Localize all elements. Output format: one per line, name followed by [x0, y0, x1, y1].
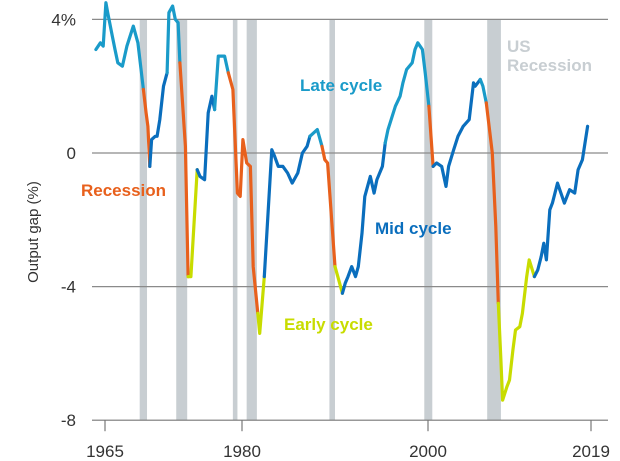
annotation-early-cycle: Early cycle [284, 315, 373, 334]
annotation-late-cycle: Late cycle [300, 76, 382, 95]
y-tick-label: -4 [61, 278, 76, 297]
series-segment-early-cycle [333, 265, 344, 295]
legend-us-recession-line2: Recession [507, 56, 592, 75]
series-segment-late-cycle [308, 128, 324, 148]
series-segment-recession [141, 87, 152, 168]
recession-band [176, 19, 188, 421]
x-tick-label: 2000 [409, 442, 447, 461]
y-tick-label: 0 [67, 144, 76, 163]
output-gap-series [94, 1, 590, 402]
recession-band [139, 19, 148, 421]
series-segment-late-cycle [165, 4, 182, 75]
series-segment-late-cycle [213, 54, 230, 112]
y-tick-label: 4% [51, 10, 76, 29]
y-axis-title: Output gap (%) [25, 181, 42, 283]
series-segment-mid-cycle [431, 77, 482, 188]
series-segment-early-cycle [496, 258, 536, 402]
series-segment-mid-cycle [532, 124, 590, 279]
y-tick-label: -8 [61, 411, 76, 430]
series-segment-recession [320, 144, 337, 269]
series-segment-recession [226, 71, 260, 315]
series-segment-mid-cycle [148, 71, 169, 168]
series-segment-mid-cycle [195, 94, 217, 182]
recession-band [424, 19, 433, 421]
x-axis-ticks: 1965 1980 2000 2019 [86, 420, 610, 461]
series-segment-late-cycle [94, 1, 145, 92]
x-tick-label: 1965 [86, 442, 124, 461]
series-segment-recession [178, 61, 190, 279]
legend-us-recession-line1: US [507, 37, 531, 56]
gridlines [92, 18, 608, 421]
series-segment-early-cycle [256, 275, 266, 335]
series-segment-mid-cycle [262, 134, 312, 279]
series-segment-early-cycle [186, 168, 199, 279]
x-tick-label: 2019 [572, 442, 610, 461]
series-segment-recession [484, 101, 500, 305]
series-segment-late-cycle [478, 77, 488, 105]
x-tick-label: 1980 [223, 442, 261, 461]
y-axis-ticks: 4% 0 -4 -8 [51, 10, 76, 430]
series-segment-late-cycle [383, 41, 431, 145]
series-segment-mid-cycle [340, 141, 387, 295]
annotation-recession: Recession [81, 181, 166, 200]
annotation-mid-cycle: Mid cycle [375, 219, 452, 238]
series-segment-recession [427, 104, 435, 168]
recession-band [232, 19, 238, 421]
